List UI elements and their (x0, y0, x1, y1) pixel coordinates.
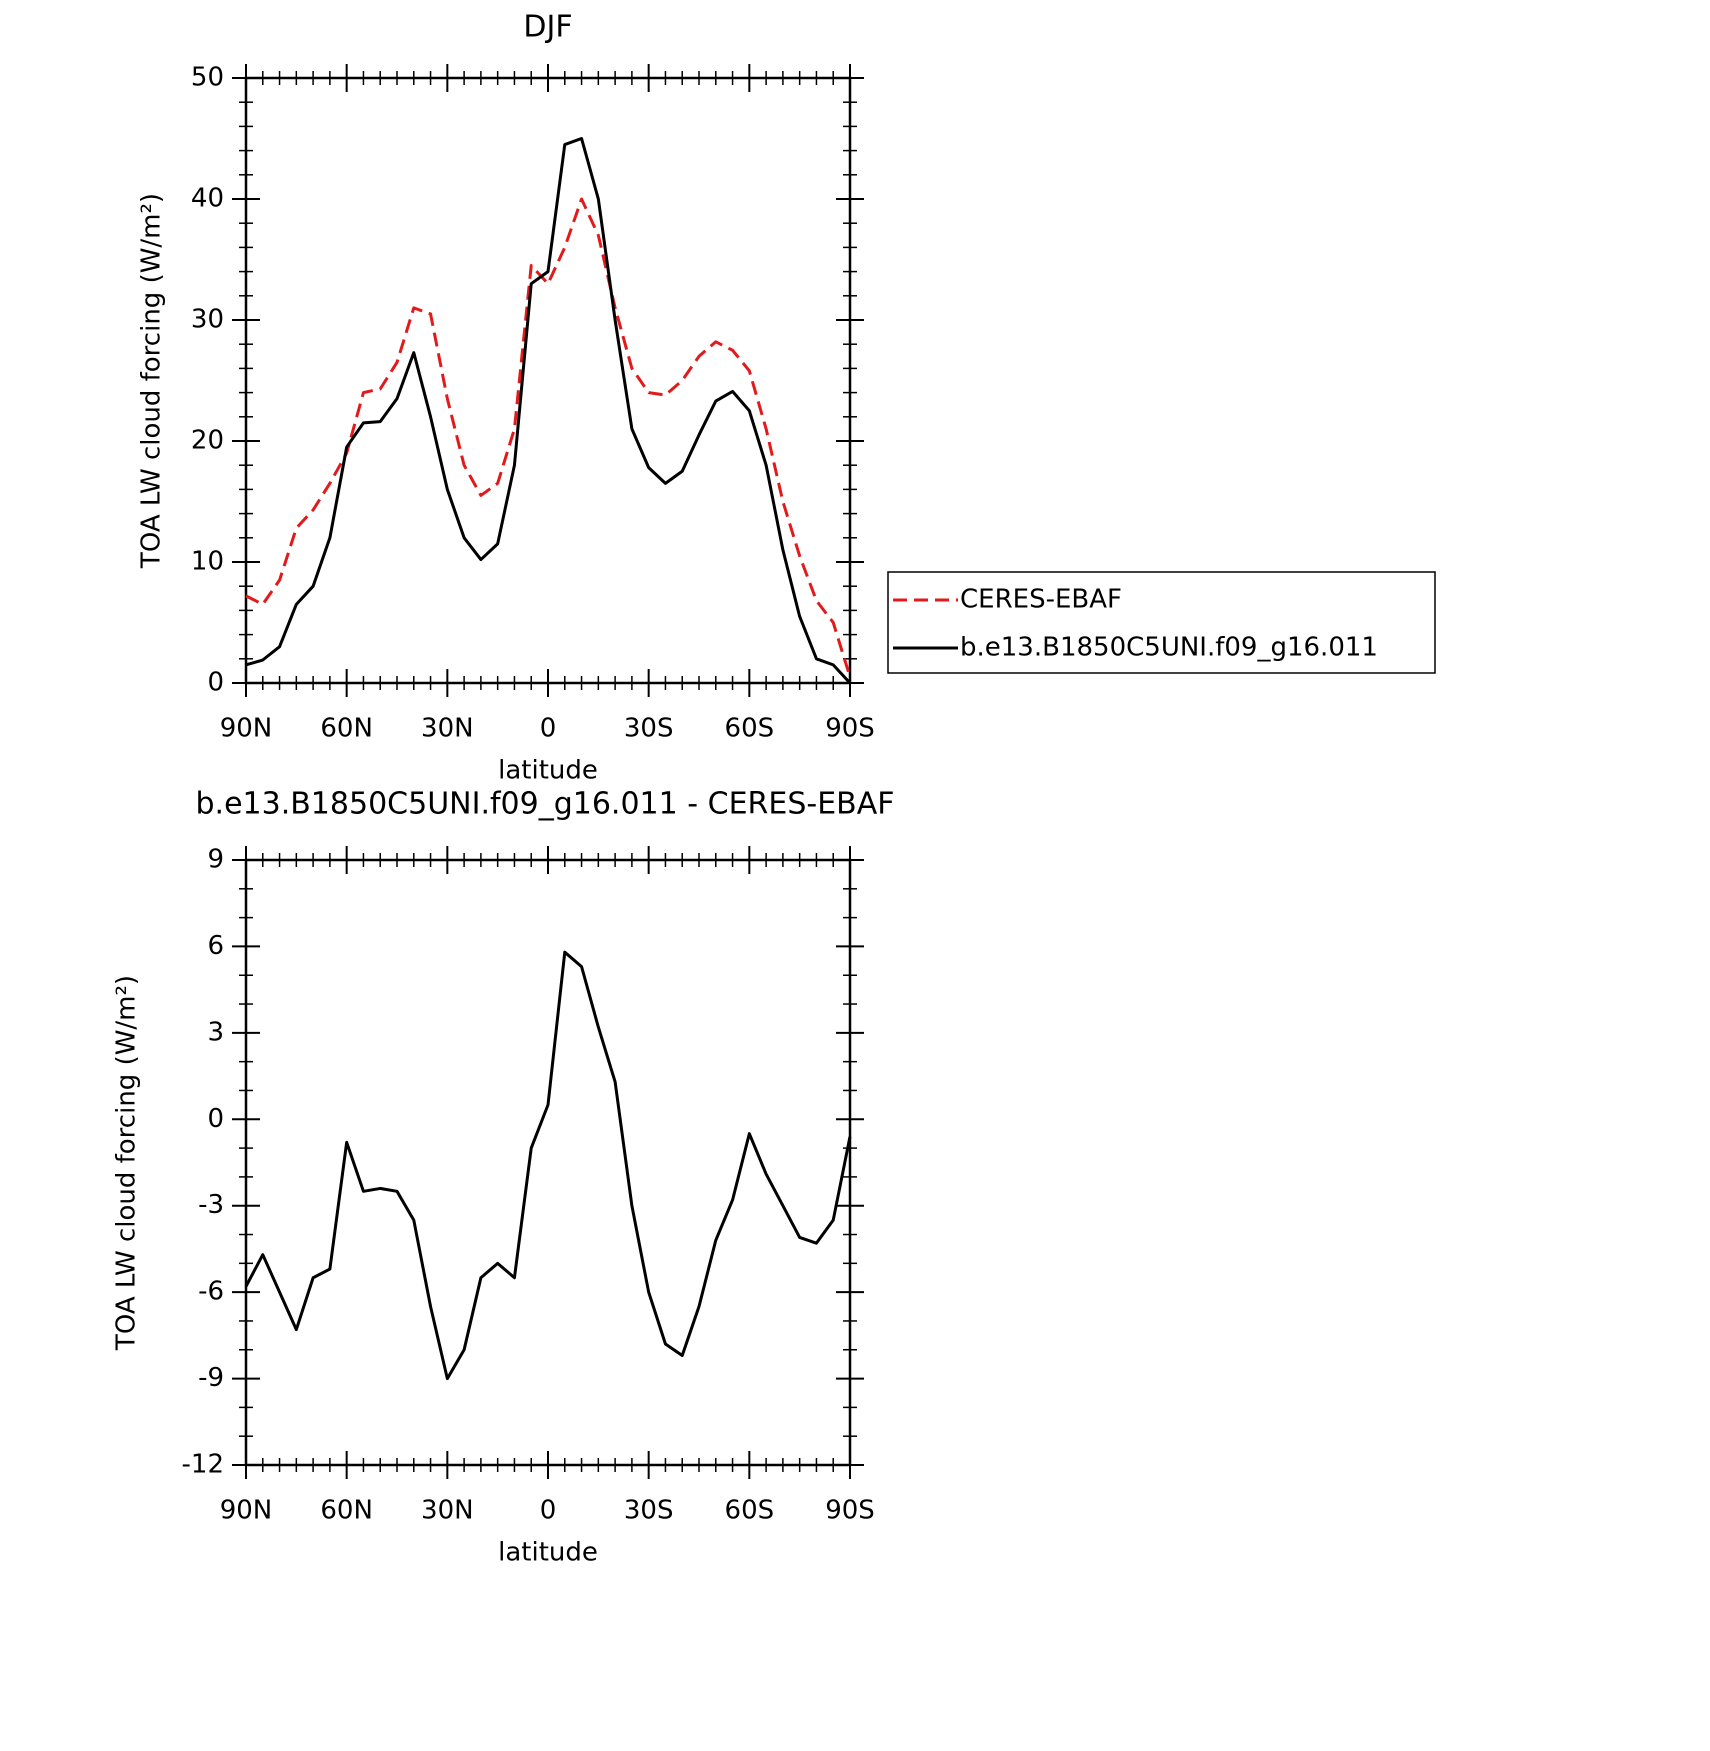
plot-frame (244, 858, 852, 1467)
x-tick-label: 90S (825, 1496, 875, 1526)
y-axis-label: TOA LW cloud forcing (W/m²) (112, 975, 142, 1351)
y-tick-label: -9 (198, 1363, 224, 1393)
y-tick-label: 10 (191, 547, 224, 577)
chart-title: b.e13.B1850C5UNI.f09_g16.011 - CERES-EBA… (195, 787, 894, 822)
x-tick-label: 60S (725, 714, 775, 744)
plot-frame (244, 76, 852, 685)
x-tick-label: 90N (220, 1496, 273, 1526)
legend-label: b.e13.B1850C5UNI.f09_g16.011 (960, 633, 1378, 663)
chart-title: DJF (523, 10, 572, 45)
x-tick-label: 30N (421, 1496, 474, 1526)
y-axis-label: TOA LW cloud forcing (W/m²) (137, 193, 167, 569)
y-tick-label: 40 (191, 184, 224, 214)
y-tick-label: 0 (207, 1104, 224, 1134)
y-tick-label: 20 (191, 426, 224, 456)
y-tick-label: 0 (207, 668, 224, 698)
x-tick-label: 30S (624, 714, 674, 744)
x-tick-label: 0 (540, 1496, 557, 1526)
x-tick-label: 90S (825, 714, 875, 744)
x-tick-label: 30N (421, 714, 474, 744)
x-axis-label: latitude (498, 756, 598, 786)
legend-label: CERES-EBAF (960, 585, 1122, 615)
x-tick-label: 0 (540, 714, 557, 744)
y-tick-label: -3 (198, 1190, 224, 1220)
x-tick-label: 60S (725, 1496, 775, 1526)
data-line (245, 137, 852, 685)
y-tick-label: 50 (191, 63, 224, 93)
y-tick-label: -12 (182, 1450, 224, 1480)
x-tick-label: 90N (220, 714, 273, 744)
legend-box (887, 571, 1436, 674)
x-tick-label: 30S (624, 1496, 674, 1526)
y-tick-label: 9 (207, 845, 224, 875)
y-tick-label: -6 (198, 1277, 224, 1307)
data-line (244, 950, 852, 1381)
y-tick-label: 3 (207, 1017, 224, 1047)
y-tick-label: 6 (207, 931, 224, 961)
x-tick-label: 60N (320, 714, 373, 744)
x-tick-label: 60N (320, 1496, 373, 1526)
y-tick-label: 30 (191, 305, 224, 335)
x-axis-label: latitude (498, 1538, 598, 1568)
